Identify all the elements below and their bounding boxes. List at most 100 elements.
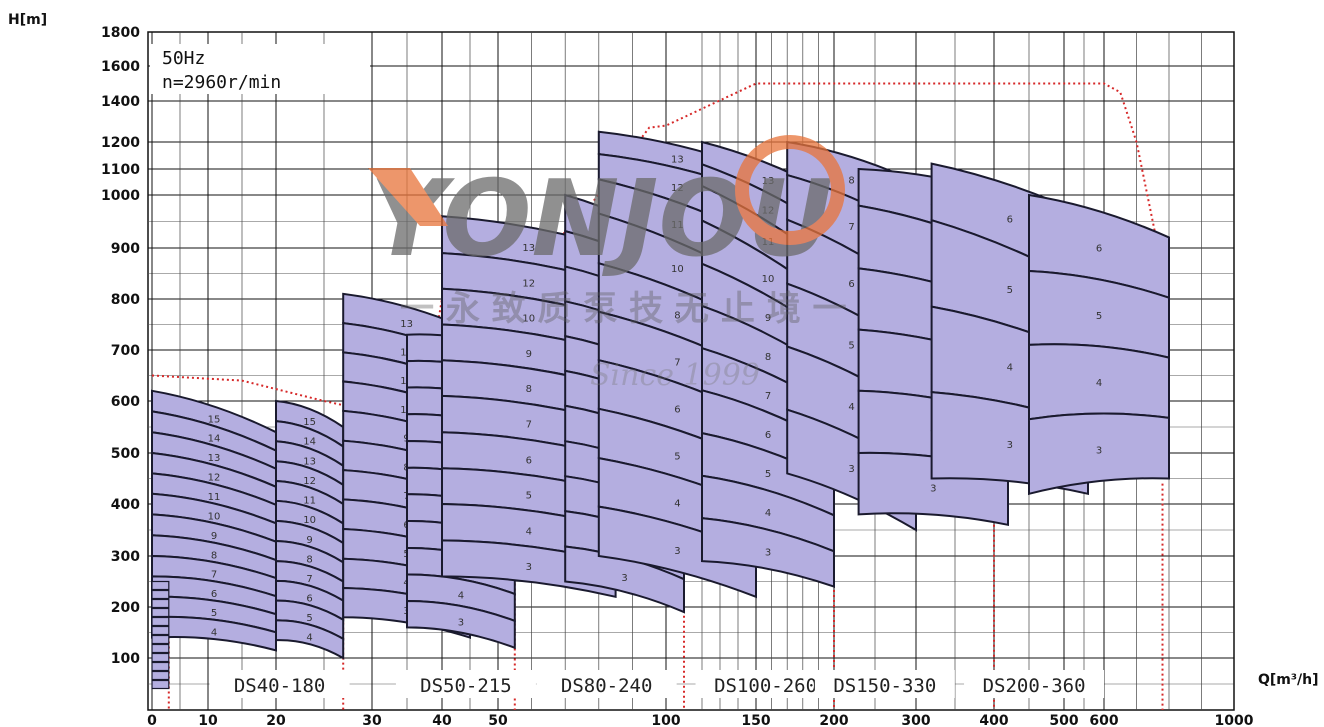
- stage-number: 4: [1096, 378, 1102, 389]
- stage-number: 13: [762, 176, 775, 187]
- stage-number: 5: [1007, 285, 1013, 296]
- stage-number: 11: [762, 237, 775, 248]
- stage-number: 4: [211, 627, 217, 638]
- y-tick-label: 500: [111, 446, 140, 462]
- stage-number: 6: [526, 455, 532, 466]
- watermark: YONJOU 一 永 致 质 泵 技 无 止 境 一 Since 1999: [368, 135, 847, 393]
- series-labels: DS40-180 DS50-215 DS80-240 DS100-260 DS150-3…: [209, 670, 1105, 698]
- series-label: DS80-240: [561, 675, 653, 697]
- small-stage-band: [151, 625, 170, 636]
- stage-number: 13: [671, 155, 684, 166]
- small-stage-band: [151, 661, 170, 672]
- stage-number: 5: [211, 608, 217, 619]
- stage-number: 10: [671, 264, 684, 275]
- watermark-since: Since 1999: [590, 358, 760, 393]
- stage-number: 15: [303, 417, 316, 428]
- small-flow-stack: [151, 580, 170, 690]
- watermark-ring-icon: [735, 135, 845, 245]
- small-stage-band: [151, 643, 170, 654]
- stage-number: 3: [930, 484, 936, 495]
- stage-band: [597, 505, 757, 599]
- stage-number: 3: [621, 573, 627, 584]
- stage-number: 5: [306, 613, 312, 624]
- y-tick-label: 1600: [101, 59, 140, 75]
- stage-number: 12: [303, 476, 316, 487]
- stage-number: 4: [674, 499, 680, 510]
- stage-number: 9: [306, 535, 312, 546]
- stage-number: 10: [303, 515, 316, 526]
- stage-number: 14: [208, 434, 221, 445]
- stage-number: 4: [848, 402, 854, 413]
- x-tick-label: 10: [198, 713, 218, 727]
- stage-number: 11: [208, 492, 221, 503]
- x-tick-label: 150: [741, 713, 770, 727]
- stage-number: 9: [211, 531, 217, 542]
- y-tick-label: 1800: [101, 25, 140, 41]
- small-stage-band: [151, 589, 170, 600]
- stage-number: 8: [848, 175, 854, 186]
- y-tick-label: 700: [111, 343, 140, 359]
- x-tick-label: 0: [147, 713, 157, 727]
- stage-band: [406, 599, 516, 650]
- stage-number: 13: [303, 456, 316, 467]
- stage-number: 4: [458, 591, 464, 602]
- pump-region-ds40-180: 15 14 13 12 11 10 9 8 7 6 5 4: [275, 399, 345, 660]
- stage-number: 10: [762, 274, 775, 285]
- watermark-slogan: 一 永 致 质 泵 技 无 止 境 一: [400, 289, 847, 329]
- stage-number: 14: [303, 437, 316, 448]
- series-label: DS100-260: [714, 675, 817, 697]
- stage-number: 6: [1096, 243, 1102, 254]
- stage-number: 4: [306, 632, 312, 643]
- y-tick-label: 800: [111, 292, 140, 308]
- series-label-bg: [209, 670, 350, 698]
- x-tick-label: 50: [488, 713, 508, 727]
- small-stage-band: [151, 634, 170, 645]
- series-label-bg: [964, 670, 1105, 698]
- y-tick-label: 1400: [101, 94, 140, 110]
- y-tick-label: 400: [111, 497, 140, 513]
- pump-region-ds200-360: 6 5 4 3: [1028, 193, 1170, 496]
- y-tick-label: 300: [111, 549, 140, 565]
- x-tick-label: 20: [266, 713, 286, 727]
- y-tick-label: 1100: [101, 162, 140, 178]
- stage-number: 4: [1007, 363, 1013, 374]
- series-label: DS40-180: [234, 675, 326, 697]
- stage-number: 9: [526, 349, 532, 360]
- x-tick-label: 400: [979, 713, 1008, 727]
- stage-number: 3: [674, 546, 680, 557]
- y-tick-label: 600: [111, 394, 140, 410]
- stage-number: 12: [762, 205, 775, 216]
- stage-number: 3: [1096, 445, 1102, 456]
- stage-number: 10: [208, 511, 221, 522]
- stage-number: 13: [400, 319, 413, 330]
- axis-ticks: 1002003004005006007008009001000110012001…: [101, 25, 1254, 727]
- y-tick-label: 100: [111, 651, 140, 667]
- stage-number: 7: [306, 574, 312, 585]
- stage-number: 4: [765, 508, 771, 519]
- small-stage-band: [151, 679, 170, 690]
- small-stage-band: [151, 670, 170, 681]
- stage-number: 4: [526, 526, 532, 537]
- stage-number: 6: [1007, 215, 1013, 226]
- stage-number: 12: [671, 183, 684, 194]
- stage-number: 7: [211, 570, 217, 581]
- y-tick-label: 900: [111, 241, 140, 257]
- stage-number: 8: [674, 311, 680, 322]
- stage-number: 8: [765, 352, 771, 363]
- series-label: DS200-360: [983, 675, 1086, 697]
- stage-number: 6: [765, 430, 771, 441]
- series-label-bg: [395, 670, 536, 698]
- stage-band: [275, 619, 345, 660]
- small-stage-band: [151, 607, 170, 618]
- stage-number: 15: [208, 414, 221, 425]
- stage-band: [151, 615, 277, 652]
- y-axis-title: H[m]: [8, 12, 47, 28]
- stage-number: 11: [303, 495, 316, 506]
- stage-number: 6: [306, 593, 312, 604]
- stage-number: 5: [526, 491, 532, 502]
- stage-number: 12: [522, 278, 535, 289]
- stage-number: 7: [848, 222, 854, 233]
- small-stage-band: [151, 580, 170, 591]
- small-stage-band: [151, 652, 170, 663]
- stage-number: 8: [526, 384, 532, 395]
